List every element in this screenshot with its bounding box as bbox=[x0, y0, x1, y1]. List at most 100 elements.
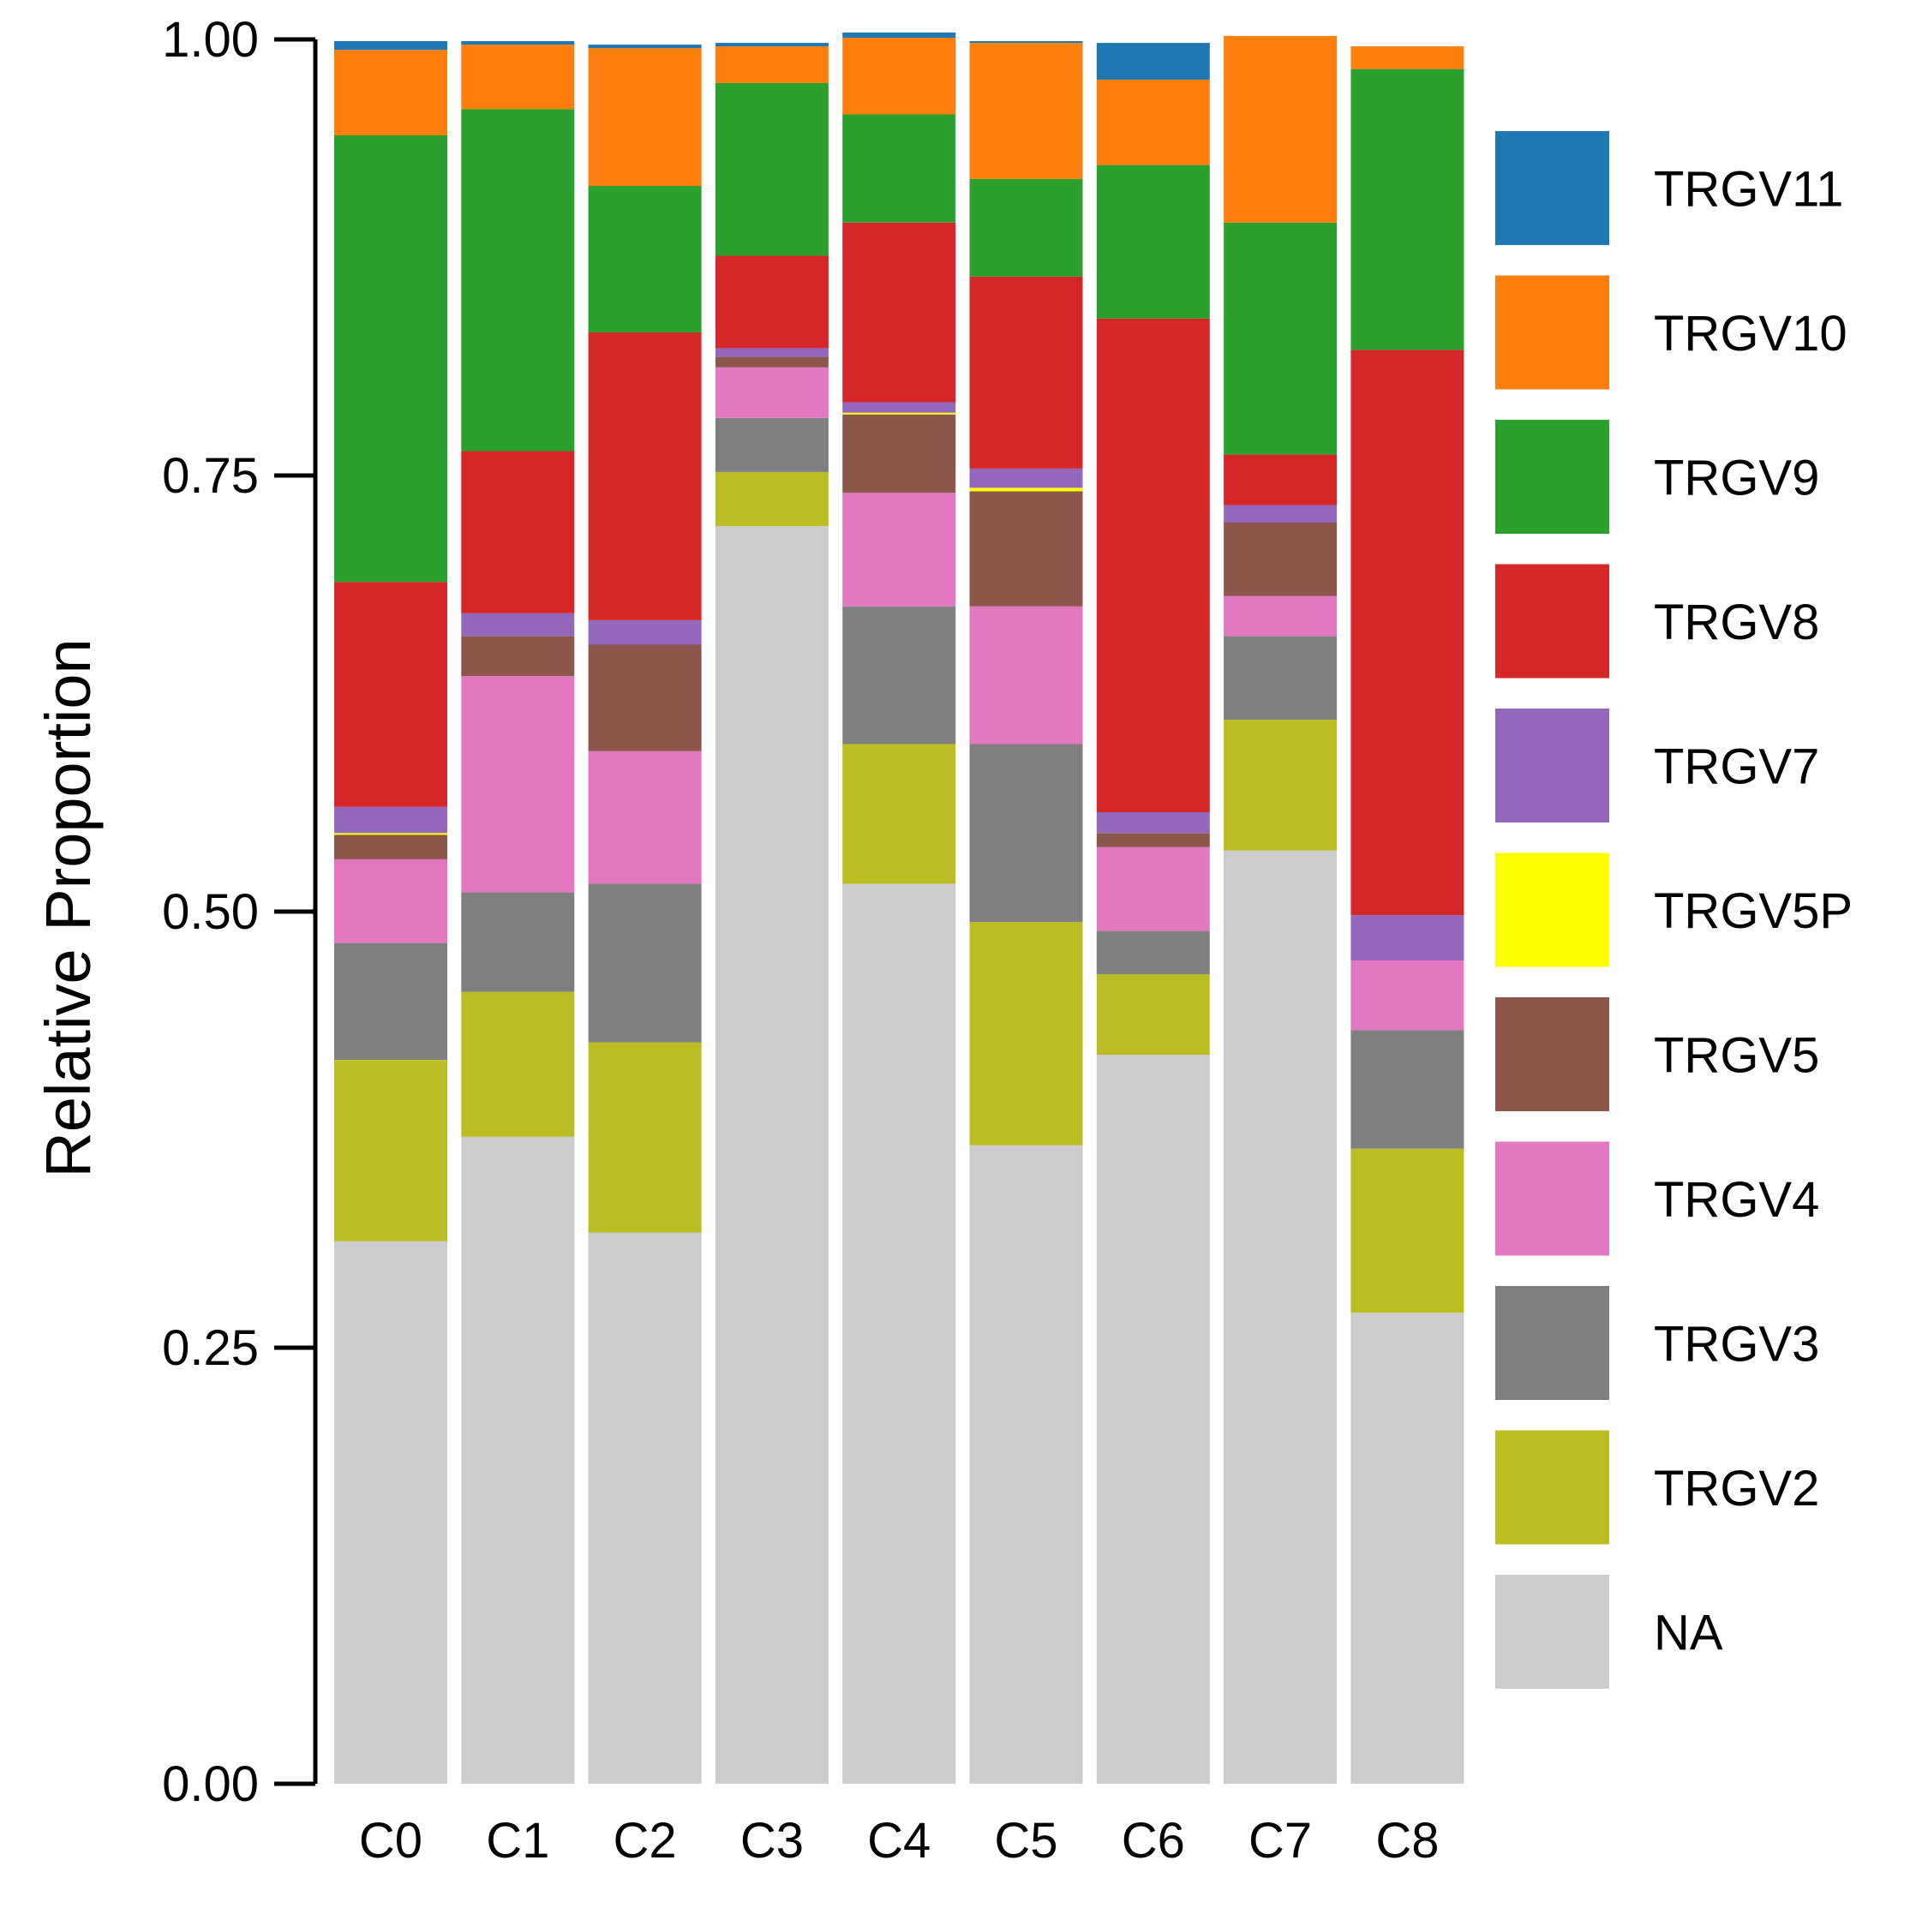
x-tick-label: C1 bbox=[486, 1813, 549, 1869]
bar-segment-C5-TRGV9 bbox=[969, 178, 1083, 277]
legend-swatch bbox=[1495, 131, 1609, 245]
bar-segment-C0-TRGV3 bbox=[334, 942, 447, 1060]
bar-segment-C5-TRGV3 bbox=[969, 744, 1083, 923]
legend-label: NA bbox=[1654, 1606, 1723, 1661]
legend-swatch bbox=[1495, 709, 1609, 822]
bar-segment-C8-TRGV7 bbox=[1350, 915, 1464, 960]
bar-segment-C4-TRGV10 bbox=[842, 38, 956, 115]
bar-segment-C0-TRGV8 bbox=[334, 582, 447, 807]
bar-segment-C6-TRGV11 bbox=[1096, 43, 1210, 80]
y-tick-label: 0.00 bbox=[162, 1756, 259, 1812]
bar-segment-C1-TRGV3 bbox=[461, 892, 575, 992]
legend-swatch bbox=[1495, 997, 1609, 1111]
y-tick-label: 0.50 bbox=[162, 884, 259, 940]
bar-segment-C0-TRGV5P bbox=[334, 833, 447, 835]
bar-segment-C1-TRGV10 bbox=[461, 45, 575, 110]
bar-segment-C5-TRGV8 bbox=[969, 276, 1083, 469]
bar-segment-C0-TRGV2 bbox=[334, 1060, 447, 1241]
bar-segment-C7-NA bbox=[1224, 850, 1338, 1785]
y-tick-label: 1.00 bbox=[162, 12, 259, 68]
bar-segment-C0-TRGV7 bbox=[334, 806, 447, 834]
bar-segment-C4-TRGV5 bbox=[842, 414, 956, 493]
bar-segment-C3-TRGV5 bbox=[715, 356, 829, 368]
x-tick-label: C3 bbox=[740, 1813, 804, 1869]
legend-label: TRGV8 bbox=[1654, 595, 1819, 650]
legend-label: TRGV5P bbox=[1654, 883, 1853, 939]
bar-segment-C7-TRGV2 bbox=[1224, 720, 1338, 851]
bar-segment-C5-TRGV2 bbox=[969, 922, 1083, 1145]
bar-segment-C8-TRGV4 bbox=[1350, 960, 1464, 1031]
bar-segment-C2-TRGV11 bbox=[588, 45, 702, 49]
bar-segment-C7-TRGV4 bbox=[1224, 595, 1338, 637]
bar-segment-C7-TRGV8 bbox=[1224, 454, 1338, 505]
legend-swatch bbox=[1495, 564, 1609, 679]
bar-segment-C3-TRGV3 bbox=[715, 417, 829, 472]
bar-segment-C8-TRGV9 bbox=[1350, 69, 1464, 350]
bar-segment-C6-TRGV10 bbox=[1096, 79, 1210, 165]
bar-segment-C0-TRGV11 bbox=[334, 41, 447, 51]
bar-segment-C5-TRGV4 bbox=[969, 606, 1083, 745]
legend-swatch bbox=[1495, 1141, 1609, 1256]
legend-swatch bbox=[1495, 1430, 1609, 1545]
legend-swatch bbox=[1495, 275, 1609, 390]
legend: TRGV11 TRGV10 TRGV9 TRGV8 TRGV7 TRGV5P TRGV5 TR… bbox=[1495, 131, 1853, 1689]
legend-label: TRGV2 bbox=[1654, 1461, 1819, 1516]
bar-segment-C0-TRGV9 bbox=[334, 135, 447, 583]
bar-segment-C5-TRGV11 bbox=[969, 41, 1083, 43]
x-tick-label: C5 bbox=[994, 1813, 1057, 1869]
bar-segment-C2-TRGV2 bbox=[588, 1042, 702, 1233]
x-tick-label: C4 bbox=[867, 1813, 931, 1869]
bar-segment-C6-TRGV8 bbox=[1096, 318, 1210, 812]
x-tick-label: C2 bbox=[614, 1813, 677, 1869]
bar-segment-C4-TRGV4 bbox=[842, 493, 956, 607]
legend-swatch bbox=[1495, 852, 1609, 967]
bar-segment-C4-TRGV3 bbox=[842, 606, 956, 745]
bar-segment-C1-TRGV7 bbox=[461, 613, 575, 637]
bar-segment-C3-TRGV9 bbox=[715, 82, 829, 256]
bar-segment-C8-TRGV2 bbox=[1350, 1148, 1464, 1313]
bar-segment-C5-NA bbox=[969, 1145, 1083, 1784]
bar-segment-C1-TRGV2 bbox=[461, 991, 575, 1137]
bar-segment-C6-TRGV9 bbox=[1096, 164, 1210, 319]
bar-segment-C6-TRGV5 bbox=[1096, 833, 1210, 847]
bar-segment-C1-NA bbox=[461, 1136, 575, 1784]
bar-segment-C3-TRGV7 bbox=[715, 348, 829, 357]
bar-segment-C2-TRGV9 bbox=[588, 186, 702, 332]
x-tick-label: C6 bbox=[1122, 1813, 1185, 1869]
legend-label: TRGV9 bbox=[1654, 451, 1819, 506]
bar-segment-C2-TRGV5 bbox=[588, 644, 702, 751]
bar-segment-C8-TRGV8 bbox=[1350, 350, 1464, 916]
bar-segment-C8-TRGV10 bbox=[1350, 46, 1464, 69]
x-tick-label: C0 bbox=[359, 1813, 422, 1869]
legend-label: TRGV10 bbox=[1654, 306, 1847, 362]
bar-segment-C6-TRGV3 bbox=[1096, 930, 1210, 975]
bar-segment-C1-TRGV5 bbox=[461, 636, 575, 677]
bar-segment-C0-TRGV10 bbox=[334, 50, 447, 136]
x-tick-label: C8 bbox=[1375, 1813, 1439, 1869]
bar-segment-C1-TRGV4 bbox=[461, 676, 575, 893]
legend-label: TRGV4 bbox=[1654, 1172, 1819, 1228]
bar-segment-C3-NA bbox=[715, 526, 829, 1784]
bar-segment-C1-TRGV11 bbox=[461, 41, 575, 45]
bar-segment-C2-TRGV4 bbox=[588, 751, 702, 884]
legend-label: TRGV11 bbox=[1654, 162, 1843, 218]
bar-segment-C4-TRGV11 bbox=[842, 32, 956, 38]
legend-swatch bbox=[1495, 420, 1609, 534]
bar-segment-C0-TRGV5 bbox=[334, 834, 447, 859]
bar-segment-C4-TRGV2 bbox=[842, 744, 956, 884]
y-axis: 0.00 0.25 0.50 0.75 1.00 bbox=[162, 12, 318, 1812]
bar-segment-C7-TRGV9 bbox=[1224, 222, 1338, 455]
bar-segment-C4-TRGV9 bbox=[842, 114, 956, 223]
bar-segment-C3-TRGV2 bbox=[715, 471, 829, 526]
bar-segment-C8-TRGV3 bbox=[1350, 1030, 1464, 1149]
bar-segment-C0-TRGV4 bbox=[334, 858, 447, 943]
bar-segment-C7-TRGV10 bbox=[1224, 35, 1338, 223]
legend-label: TRGV5 bbox=[1654, 1028, 1819, 1084]
y-tick-label: 0.25 bbox=[162, 1320, 259, 1376]
bar-segment-C7-TRGV7 bbox=[1224, 505, 1338, 523]
bar-segment-C4-NA bbox=[842, 883, 956, 1784]
legend-label: TRGV3 bbox=[1654, 1317, 1819, 1373]
bar-segment-C7-TRGV5 bbox=[1224, 523, 1338, 596]
